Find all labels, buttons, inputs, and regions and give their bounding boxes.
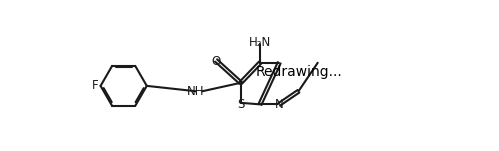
- Text: O: O: [212, 55, 221, 68]
- Text: Redrawing...: Redrawing...: [255, 65, 342, 79]
- Text: S: S: [237, 98, 245, 111]
- Text: H₂N: H₂N: [249, 36, 271, 49]
- Text: F: F: [92, 79, 98, 92]
- Text: N: N: [275, 98, 283, 111]
- Text: NH: NH: [187, 85, 205, 98]
